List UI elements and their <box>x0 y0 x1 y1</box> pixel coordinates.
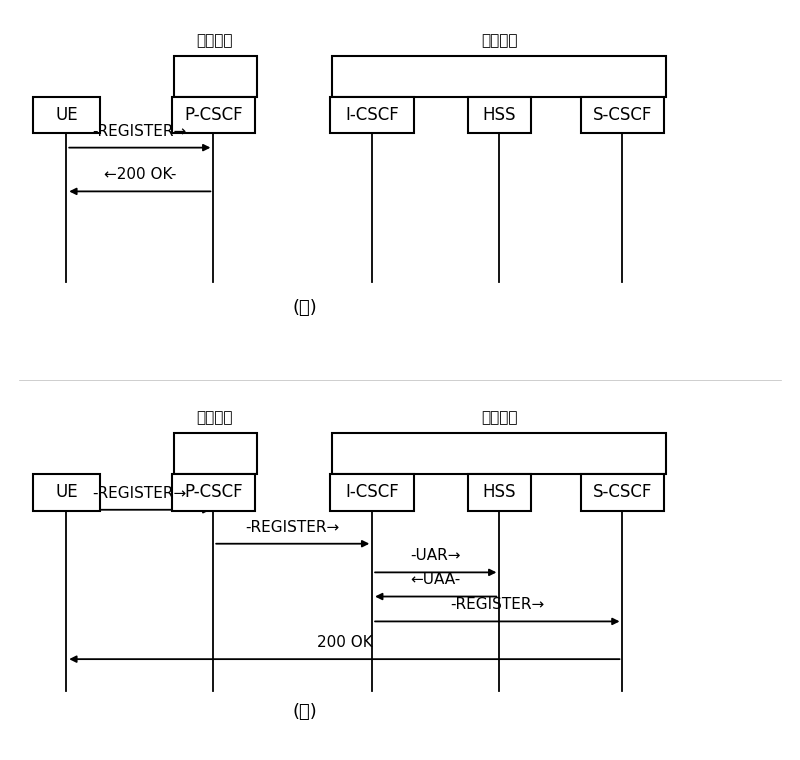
Bar <box>174 55 257 97</box>
Text: UE: UE <box>55 483 78 502</box>
Bar <box>174 432 257 474</box>
Text: HSS: HSS <box>482 106 516 124</box>
Bar <box>333 432 666 474</box>
Text: ←UAA-: ←UAA- <box>410 572 461 587</box>
Bar <box>581 97 664 133</box>
Bar <box>581 474 664 511</box>
Bar <box>333 55 666 97</box>
Text: (Ａ): (Ａ) <box>292 299 317 318</box>
Text: -UAR→: -UAR→ <box>410 548 461 563</box>
Text: ←200 OK-: ←200 OK- <box>104 167 176 182</box>
Text: I-CSCF: I-CSCF <box>346 483 399 502</box>
Text: -REGISTER→: -REGISTER→ <box>93 124 187 138</box>
Text: -REGISTER→: -REGISTER→ <box>93 486 187 501</box>
Bar <box>171 474 255 511</box>
Bar <box>467 97 531 133</box>
Text: 归属网络: 归属网络 <box>481 410 518 426</box>
Bar <box>33 97 100 133</box>
Text: 200 OK: 200 OK <box>317 635 372 650</box>
Text: HSS: HSS <box>482 483 516 502</box>
Text: 归属网络: 归属网络 <box>481 33 518 48</box>
Text: (Ｂ): (Ｂ) <box>292 703 317 721</box>
Bar <box>330 474 414 511</box>
Bar <box>467 474 531 511</box>
Text: S-CSCF: S-CSCF <box>593 106 652 124</box>
Text: 拜访网络: 拜访网络 <box>197 410 233 426</box>
Text: 拜访网络: 拜访网络 <box>197 33 233 48</box>
Bar <box>171 97 255 133</box>
Text: P-CSCF: P-CSCF <box>184 483 242 502</box>
Text: -REGISTER→: -REGISTER→ <box>450 597 545 613</box>
Text: UE: UE <box>55 106 78 124</box>
Bar <box>330 97 414 133</box>
Text: -REGISTER→: -REGISTER→ <box>246 520 340 535</box>
Bar <box>33 474 100 511</box>
Text: P-CSCF: P-CSCF <box>184 106 242 124</box>
Text: S-CSCF: S-CSCF <box>593 483 652 502</box>
Text: I-CSCF: I-CSCF <box>346 106 399 124</box>
